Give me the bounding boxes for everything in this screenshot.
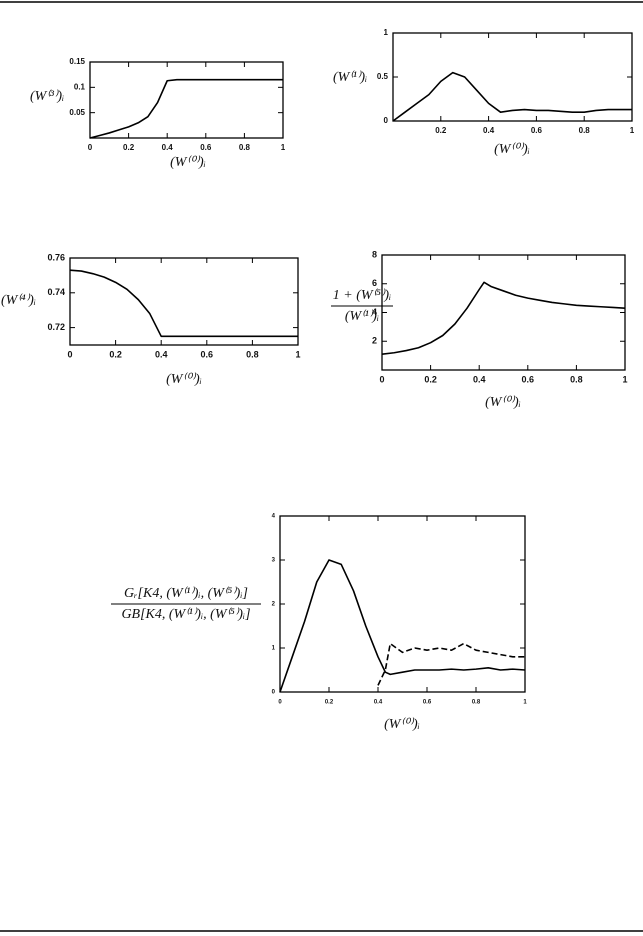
y-tick-label: 2: [272, 602, 276, 608]
data-line: [89, 78, 283, 139]
y-tick-label: 0.72: [47, 322, 65, 332]
data-line: [381, 281, 626, 355]
y-axis-label-denominator: (W⁽¹⁾)ᵢ: [345, 309, 379, 324]
x-tick-label: 0.4: [483, 126, 495, 135]
x-tick-label: 0: [88, 143, 93, 152]
y-tick-label: 0.05: [69, 108, 85, 117]
y-tick-label: 0: [272, 690, 276, 696]
y-axis-label-numerator: 1 + (W⁽⁵⁾)ᵢ: [333, 288, 391, 303]
y-axis-label: (W⁽³⁾)ᵢ: [30, 89, 64, 104]
x-tick-label: 1: [295, 349, 300, 359]
y-tick-label: 4: [272, 514, 276, 520]
x-tick-label: 0.4: [374, 700, 383, 706]
y-tick-label: 2: [372, 336, 377, 346]
y-tick-label: 0.5: [377, 72, 389, 81]
x-tick-label: 0.6: [423, 700, 432, 706]
x-tick-label: 0.2: [435, 126, 447, 135]
data-line: [377, 642, 525, 686]
y-axis-label: (W⁽¹⁾)ᵢ: [333, 70, 367, 85]
y-tick-label: 6: [372, 278, 377, 288]
x-tick-label: 0.8: [579, 126, 591, 135]
plot-frame: [89, 61, 284, 139]
y-tick-label: 8: [372, 249, 377, 259]
x-tick-label: 1: [630, 126, 635, 135]
y-tick-label: 1: [272, 646, 276, 652]
y-axis-label-denominator: GB[K4, (W⁽¹⁾)ᵢ, (W⁽⁵⁾)ᵢ]: [121, 607, 250, 622]
plot-frame: [69, 257, 299, 346]
y-tick-label: 3: [272, 558, 276, 564]
x-axis-label: (W⁽⁰⁾)ᵢ: [170, 155, 206, 170]
x-tick-label: 0: [278, 700, 282, 706]
x-tick-label: 1: [622, 374, 627, 384]
x-tick-label: 0.2: [109, 349, 122, 359]
y-tick-label: 0: [384, 116, 389, 125]
y-tick-label: 0.1: [74, 82, 86, 91]
data-line: [69, 269, 298, 338]
x-tick-label: 0.6: [201, 349, 214, 359]
data-line: [279, 559, 526, 693]
x-axis-label: (W⁽⁰⁾)ᵢ: [494, 142, 530, 157]
x-tick-label: 0.2: [123, 143, 135, 152]
y-tick-label: 0.76: [47, 252, 65, 262]
x-tick-label: 1: [523, 700, 527, 706]
x-tick-label: 0.4: [162, 143, 174, 152]
x-tick-label: 0: [67, 349, 72, 359]
x-tick-label: 0.4: [155, 349, 168, 359]
x-tick-label: 0.4: [473, 374, 486, 384]
x-tick-label: 0.6: [200, 143, 212, 152]
x-tick-label: 1: [281, 143, 286, 152]
plot-frame: [392, 32, 633, 122]
x-tick-label: 0.2: [325, 700, 334, 706]
x-tick-label: 0.8: [246, 349, 259, 359]
x-tick-label: 0.6: [522, 374, 535, 384]
x-axis-label: (W⁽⁰⁾)ᵢ: [166, 372, 202, 387]
y-axis-label: (W⁽⁴⁾)ᵢ: [1, 293, 36, 308]
x-tick-label: 0.2: [424, 374, 437, 384]
x-tick-label: 0: [379, 374, 384, 384]
plot-frame: [279, 515, 526, 693]
x-axis-label: (W⁽⁰⁾)ᵢ: [485, 395, 521, 410]
x-tick-label: 0.6: [531, 126, 543, 135]
y-tick-label: 4: [372, 307, 377, 317]
x-tick-label: 0.8: [570, 374, 583, 384]
x-axis-label: (W⁽⁰⁾)ᵢ: [384, 717, 420, 732]
x-tick-label: 0.8: [239, 143, 251, 152]
data-line: [392, 71, 632, 122]
y-tick-label: 0.74: [47, 287, 65, 297]
y-tick-label: 0.15: [69, 57, 85, 66]
y-tick-label: 1: [384, 28, 389, 37]
plot-frame: [381, 254, 626, 371]
y-axis-label-numerator: Gᵣ[K4, (W⁽¹⁾)ᵢ, (W⁽⁵⁾)ᵢ]: [124, 586, 248, 601]
x-tick-label: 0.8: [472, 700, 481, 706]
